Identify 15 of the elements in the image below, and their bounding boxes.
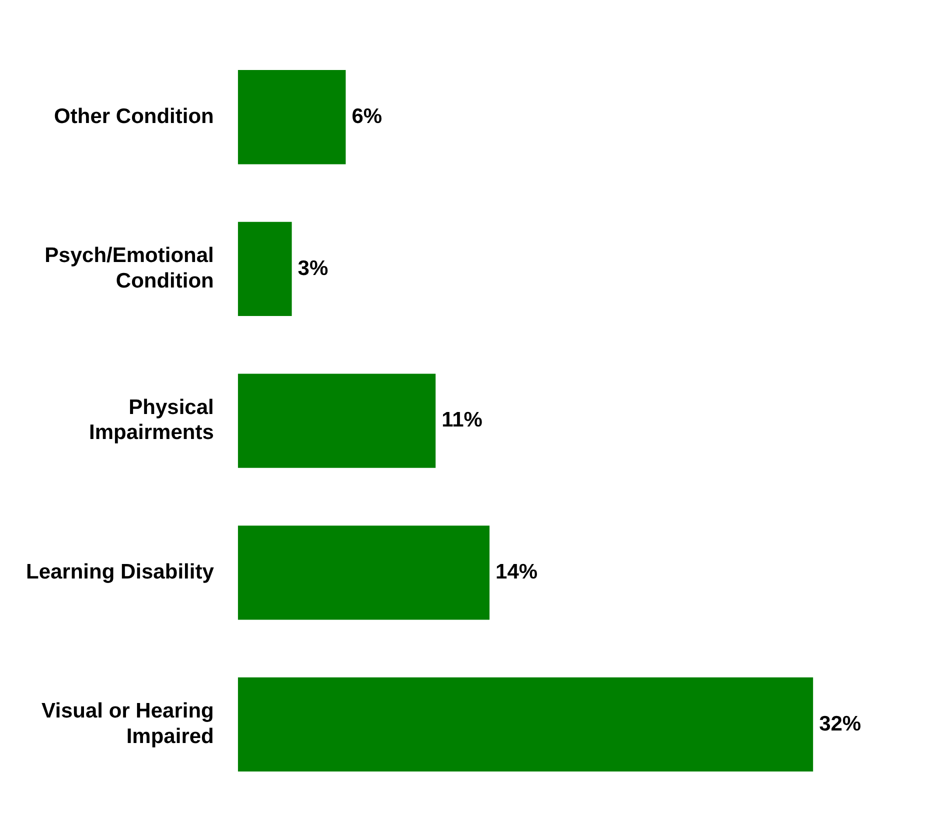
- y-tick-label: Psych/Emotional Condition: [44, 244, 214, 292]
- y-tick-label: Physical Impairments: [88, 396, 214, 444]
- bar: [238, 222, 292, 316]
- bar: [238, 526, 490, 620]
- y-tick-label: Other Condition: [54, 104, 214, 128]
- data-label: 6%: [352, 104, 382, 128]
- y-tick-label: Learning Disability: [26, 560, 214, 584]
- bar: [238, 70, 346, 164]
- bar: [238, 374, 436, 468]
- bar: [238, 677, 814, 772]
- data-label: 3%: [298, 256, 328, 280]
- data-label: 11%: [442, 408, 483, 432]
- data-label: 32%: [819, 712, 862, 736]
- data-label: 14%: [496, 560, 538, 584]
- y-tick-label: Visual or Hearing Impaired: [42, 700, 214, 748]
